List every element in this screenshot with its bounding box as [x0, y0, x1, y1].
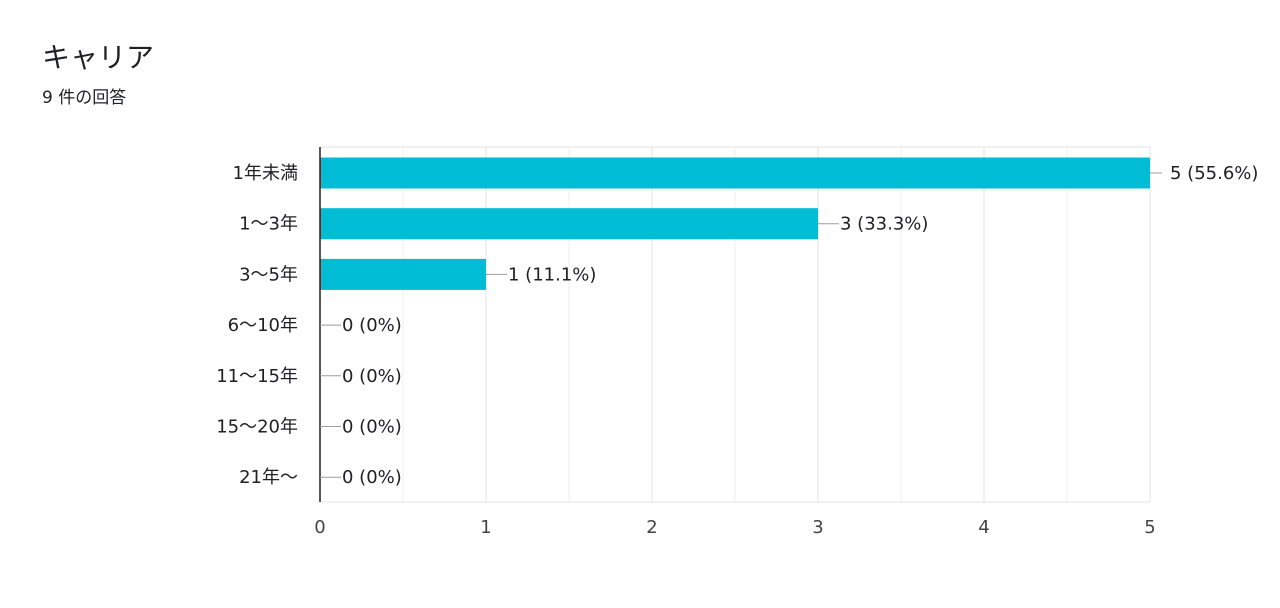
bar	[320, 157, 1150, 189]
x-tick-label: 4	[978, 517, 989, 538]
data-label: 0 (0%)	[342, 417, 402, 438]
category-label: 1〜3年	[239, 214, 298, 235]
x-tick-label: 5	[1144, 517, 1155, 538]
data-label: 5 (55.6%)	[1170, 163, 1258, 184]
x-tick-label: 0	[314, 517, 325, 538]
data-label: 0 (0%)	[342, 366, 402, 387]
chart-title: キャリア	[42, 41, 155, 74]
x-tick-label: 2	[646, 517, 657, 538]
category-label: 6〜10年	[228, 315, 298, 336]
category-label: 1年未満	[233, 163, 298, 184]
data-label: 0 (0%)	[342, 467, 402, 488]
category-label: 15〜20年	[216, 417, 298, 438]
data-label: 1 (11.1%)	[508, 264, 596, 285]
category-label: 21年〜	[239, 467, 298, 488]
data-label: 0 (0%)	[342, 315, 402, 336]
response-count: 9 件の回答	[42, 88, 127, 108]
x-tick-label: 3	[812, 517, 823, 538]
x-tick-label: 1	[480, 517, 491, 538]
bar	[320, 208, 818, 240]
data-label: 3 (33.3%)	[840, 214, 928, 235]
category-label: 11〜15年	[216, 366, 298, 387]
category-label: 3〜5年	[239, 264, 298, 285]
bar	[320, 258, 486, 290]
